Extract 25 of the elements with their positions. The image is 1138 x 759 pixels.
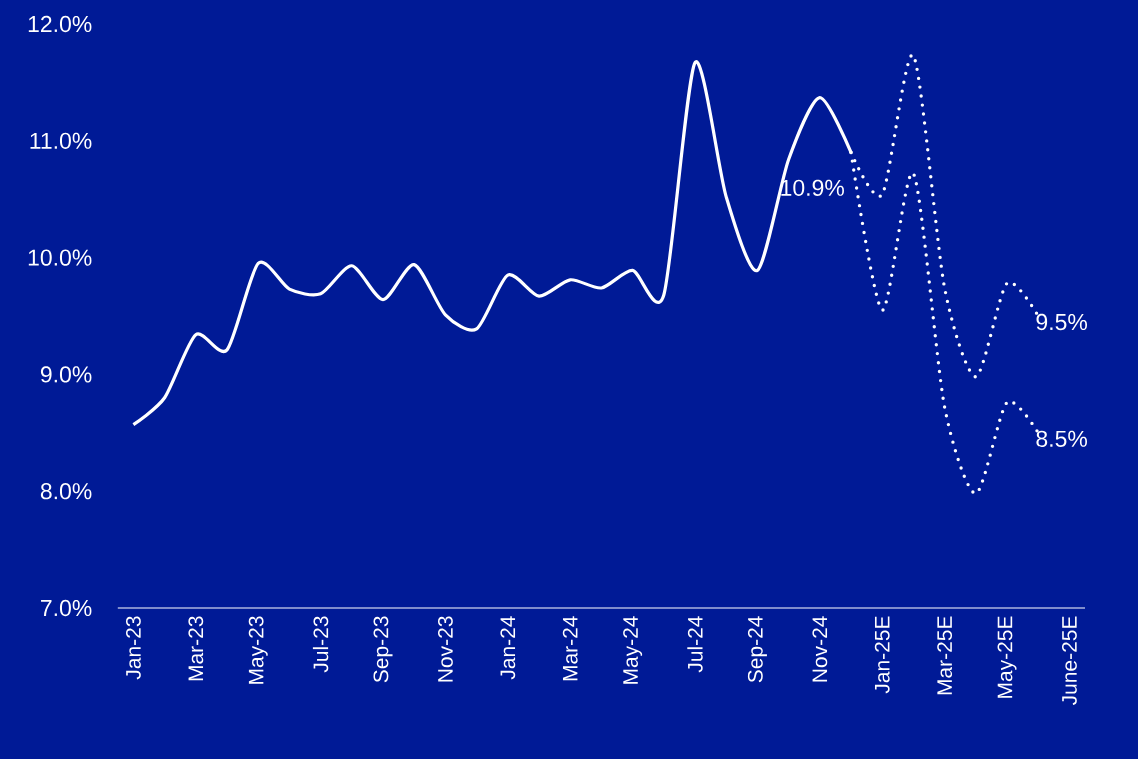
y-tick-label: 11.0% [30, 132, 92, 149]
x-tick-label: Jan-23 [125, 616, 141, 680]
x-tick-label: Sep-23 [373, 616, 393, 683]
x-tick-label: Jan-24 [500, 616, 516, 680]
x-tick-label: Jul-23 [312, 616, 329, 673]
x-tick-label: May-25E [997, 616, 1017, 698]
data-label: 9.5% [1036, 313, 1088, 331]
x-tick-label: Mar-25E [937, 616, 953, 695]
x-tick-label: Jan-25E [874, 616, 890, 694]
x-tick-label: Nov-23 [437, 616, 453, 682]
y-tick-label: 10.0% [28, 249, 92, 266]
data-label: 8.5% [1036, 430, 1088, 447]
x-tick-label: May-23 [248, 616, 268, 684]
x-tick-label: Jul-24 [687, 616, 703, 673]
x-tick-label: Mar-24 [562, 616, 578, 681]
y-tick-label: 7.0% [41, 599, 92, 617]
y-tick-label: 9.0% [40, 366, 92, 383]
x-tick-label: Mar-23 [188, 616, 204, 681]
x-tick-label: Sep-24 [747, 616, 767, 683]
y-tick-label: 12.0% [28, 15, 92, 33]
x-tick-label: May-24 [623, 616, 643, 684]
data-label: 10.9% [781, 179, 844, 196]
y-tick-label: 8.0% [40, 483, 92, 500]
x-tick-label: Nov-24 [812, 616, 828, 682]
x-tick-label: June-25E [1061, 616, 1077, 706]
